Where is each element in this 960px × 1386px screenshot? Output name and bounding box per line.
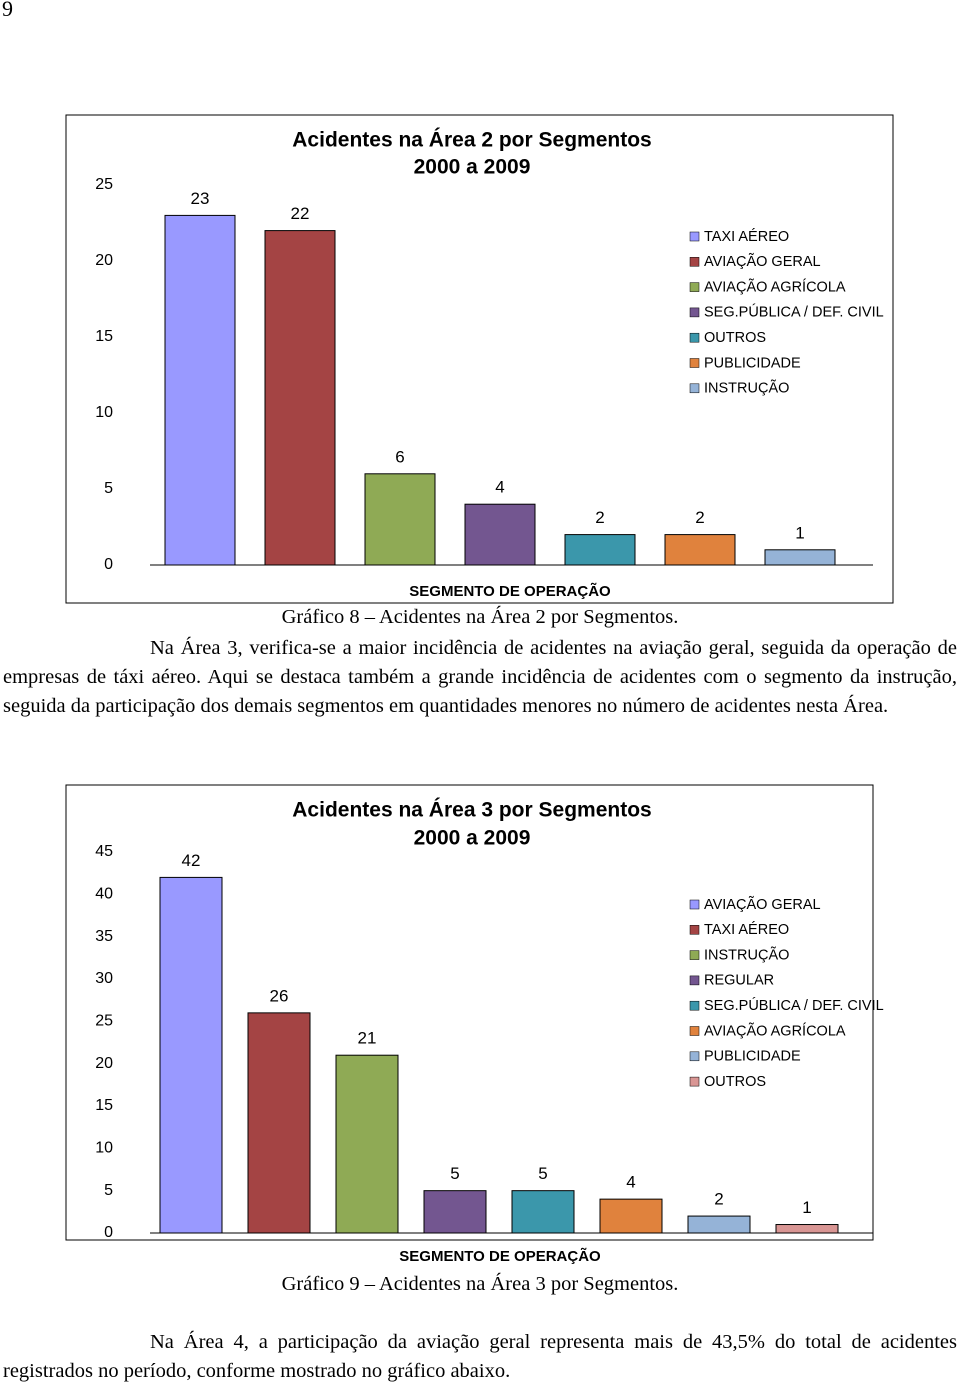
bar [335,1054,399,1234]
chart-frame [65,114,894,604]
bar [599,1198,663,1234]
data-label: 6 [395,447,404,466]
bar [247,1012,311,1234]
legend-label: AVIAÇÃO GERAL [704,896,821,913]
y-tick-label: 30 [95,970,113,987]
chart-title: Acidentes na Área 2 por Segmentos [292,129,651,152]
legend-swatch [689,975,700,986]
data-label: 4 [495,478,504,497]
y-tick-label: 15 [95,1097,113,1114]
data-label: 2 [595,508,604,527]
bar [264,230,336,566]
legend-label: AVIAÇÃO AGRÍCOLA [704,1022,846,1039]
legend-swatch [689,231,700,242]
legend-swatch [689,1051,700,1062]
bar [423,1190,487,1234]
paragraph: Na Área 4, a participação da aviação ger… [3,1331,957,1382]
y-tick-label: 20 [95,1055,113,1072]
data-label: 4 [626,1173,635,1192]
legend-label: INSTRUÇÃO [704,380,789,397]
legend-swatch [689,383,700,394]
y-tick-label: 5 [104,480,113,497]
legend-label: OUTROS [704,330,766,346]
y-tick-label: 40 [95,886,113,903]
y-tick-label: 10 [95,404,113,421]
legend-label: TAXI AÉREO [704,228,789,245]
y-tick-label: 0 [104,1224,113,1241]
legend-label: SEG.PÚBLICA / DEF. CIVIL [704,304,884,321]
data-label: 1 [795,523,804,542]
y-tick-label: 0 [104,556,113,573]
legend-swatch [689,282,700,292]
bar [564,534,636,566]
chart-subtitle: 2000 a 2009 [414,156,531,179]
legend-label: TAXI AÉREO [704,921,789,938]
y-tick-label: 10 [95,1140,113,1157]
legend-swatch [689,1026,700,1036]
legend-swatch [689,332,700,343]
y-tick-label: 25 [95,176,113,193]
y-tick-label: 15 [95,328,113,345]
y-tick-label: 45 [95,843,113,860]
paragraph: Na Área 3, verifica-se a maior incidênci… [3,637,957,717]
y-tick-label: 35 [95,928,113,945]
chart-frame [65,784,874,1241]
bar [764,549,836,566]
x-axis-label: SEGMENTO DE OPERAÇÃO [409,582,611,600]
bar [164,214,236,566]
data-label: 1 [802,1198,811,1217]
page-number: 9 [2,0,13,21]
bar [464,503,536,566]
y-tick-label: 20 [95,252,113,269]
bar [159,876,223,1234]
legend-label: AVIAÇÃO AGRÍCOLA [704,278,846,295]
legend-label: AVIAÇÃO GERAL [704,253,821,270]
legend-label: OUTROS [704,1074,766,1090]
legend-swatch [689,257,700,267]
x-axis-label: SEGMENTO DE OPERAÇÃO [399,1247,601,1265]
caption: Gráfico 9 – Acidentes na Área 3 por Segm… [281,1273,679,1295]
bar [511,1190,575,1234]
data-label: 5 [450,1164,459,1183]
data-label: 5 [538,1164,547,1183]
legend-label: REGULAR [704,973,774,989]
data-label: 23 [191,189,210,208]
legend-label: INSTRUÇÃO [704,946,789,963]
chart-title: Acidentes na Área 3 por Segmentos [292,799,651,822]
legend-swatch [689,358,700,368]
data-label: 21 [358,1029,377,1048]
legend-swatch [689,899,700,910]
data-label: 2 [714,1190,723,1209]
data-label: 22 [291,204,310,223]
data-label: 42 [182,851,201,870]
legend-swatch [689,950,700,960]
data-label: 26 [270,986,289,1005]
bar [775,1224,839,1234]
bar [687,1215,751,1234]
legend-label: SEG.PÚBLICA / DEF. CIVIL [704,997,884,1014]
y-tick-label: 25 [95,1013,113,1030]
bar [364,473,436,566]
bar [664,534,736,566]
legend-label: PUBLICIDADE [704,1049,801,1065]
legend-swatch [689,1076,700,1087]
legend-swatch [689,307,700,318]
legend-swatch [689,925,700,935]
caption: Gráfico 8 – Acidentes na Área 2 por Segm… [281,606,679,628]
y-tick-label: 5 [104,1182,113,1199]
legend-swatch [689,1000,700,1011]
legend-label: PUBLICIDADE [704,355,801,371]
data-label: 2 [695,508,704,527]
chart-subtitle: 2000 a 2009 [414,827,531,850]
